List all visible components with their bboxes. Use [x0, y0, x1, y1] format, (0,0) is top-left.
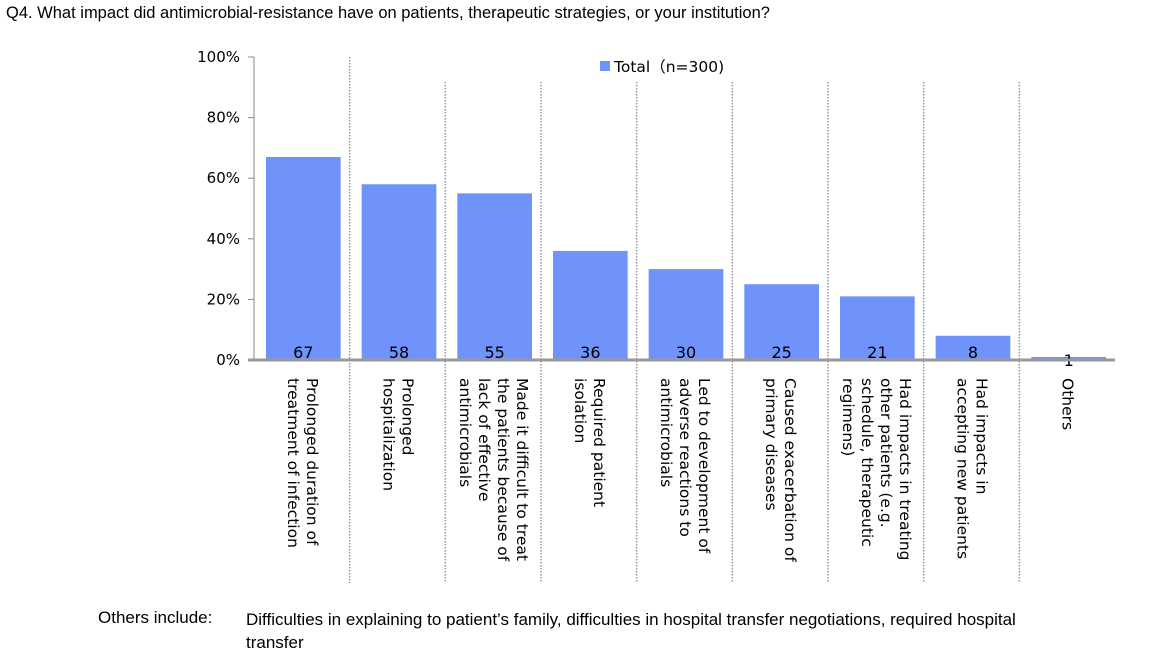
bar-data-label: 21: [867, 343, 887, 362]
note-label: Others include:: [98, 608, 213, 627]
y-tick-label: 60%: [207, 169, 240, 187]
bar: [744, 284, 819, 360]
bar-data-label: 67: [293, 343, 313, 362]
bar-data-label: 36: [580, 343, 600, 362]
x-category-label: Prolonged hospitalization: [379, 378, 417, 492]
legend-swatch: [600, 61, 610, 71]
x-category-label: Had impacts in treating other patients (…: [838, 378, 914, 561]
bar: [553, 250, 628, 360]
note-text: Difficulties in explaining to patient’s …: [246, 610, 1016, 652]
bar-data-label: 55: [484, 343, 504, 362]
bar-data-label: 58: [389, 343, 409, 362]
bar: [361, 184, 437, 360]
y-tick-label: 100%: [197, 48, 240, 66]
x-category-label: Had impacts in accepting new patients: [953, 378, 991, 560]
bar: [840, 296, 915, 360]
y-tick-label: 40%: [207, 230, 240, 248]
x-category-label: Caused exacerbation of primary diseases: [762, 378, 800, 562]
legend-label: Total（n=300): [614, 58, 725, 76]
bar: [457, 193, 532, 360]
bar-data-label: 25: [771, 343, 791, 362]
bar: [1031, 356, 1106, 360]
x-category-label: Made it difficult to treat the patients …: [456, 378, 532, 562]
x-category-label: Led to development of adverse reactions …: [657, 378, 713, 554]
y-tick-label: 80%: [207, 109, 240, 127]
bar: [935, 335, 1011, 360]
x-category-label: Prolonged duration of treatment of infec…: [283, 378, 321, 548]
bar: [648, 269, 724, 360]
bar-data-label: 30: [676, 343, 696, 362]
y-tick-label: 0%: [216, 351, 240, 369]
bar: [266, 156, 341, 360]
y-tick-label: 20%: [207, 290, 240, 308]
x-category-label: Required patient isolation: [570, 378, 608, 508]
bar-data-label: 8: [968, 343, 978, 362]
legend: Total（n=300): [600, 55, 724, 77]
x-category-label: Others: [1058, 378, 1077, 431]
question-title: Q4. What impact did antimicrobial-resist…: [6, 4, 770, 22]
